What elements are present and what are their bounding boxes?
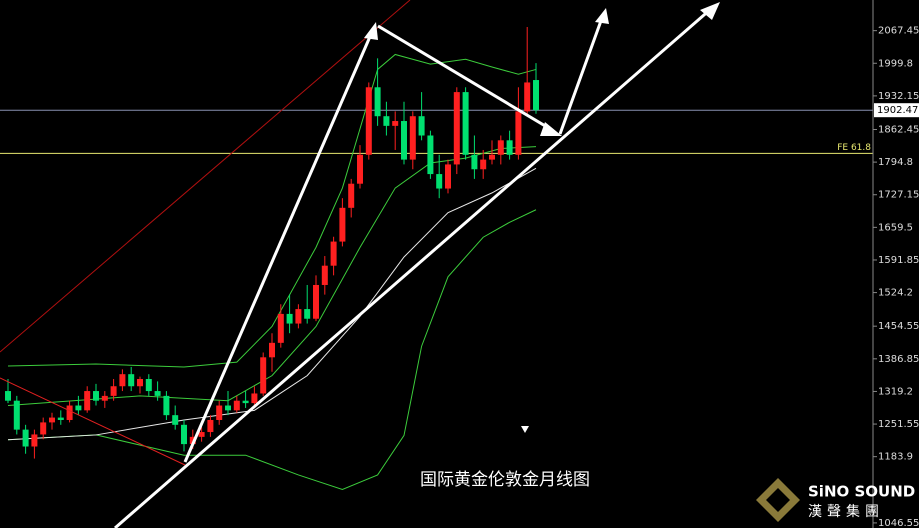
y-tick-label: 1727.15 [878, 190, 919, 201]
y-tick-label: 1932.15 [878, 91, 919, 102]
channel-line [0, 377, 186, 466]
logo-mark [766, 488, 790, 512]
candle-body [137, 379, 143, 387]
annotations [0, 0, 720, 528]
reference-label: FE 61.8 [837, 143, 871, 153]
candle-body [154, 391, 161, 396]
candle-body [453, 92, 460, 165]
candle-body [84, 391, 91, 411]
candle-body [357, 154, 363, 184]
candle-body [260, 357, 267, 394]
candle-body [75, 405, 82, 411]
y-tick-label: 2067.45 [878, 26, 919, 37]
trend-arrow [377, 24, 553, 132]
candle-body [31, 434, 38, 447]
candle-body [321, 265, 328, 285]
candle-body [533, 80, 539, 111]
candle-body [93, 391, 99, 401]
candle-body [348, 183, 355, 208]
candle-body [5, 391, 11, 401]
channel-line [0, 0, 411, 353]
candle-body [409, 116, 416, 160]
candle-body [383, 116, 390, 126]
candle-body [251, 393, 258, 404]
candle-body [392, 121, 399, 126]
candle-body [304, 309, 311, 319]
y-tick-label: 1454.55 [878, 321, 919, 332]
candle-body [339, 207, 346, 242]
price-box [874, 103, 919, 118]
candle-body [277, 313, 284, 343]
candle-body [462, 92, 469, 155]
y-tick-label: 1999.8 [878, 58, 913, 69]
candle-body [295, 309, 302, 324]
candle-body [110, 386, 117, 396]
candle-body [163, 395, 170, 416]
current-price-label: 1902.47 [877, 105, 918, 116]
candle-body [66, 405, 73, 420]
arrow-head [364, 22, 378, 40]
y-tick-label: 1386.85 [878, 354, 919, 365]
y-tick-label: 1794.8 [878, 157, 913, 168]
candle-body [198, 432, 205, 437]
indicator-line [7, 53, 537, 368]
candle-body [242, 400, 249, 404]
candle-body [515, 111, 522, 155]
indicator-line [7, 209, 537, 490]
y-tick-label: 1591.85 [878, 255, 919, 266]
candle-body [286, 313, 293, 324]
candle-body [22, 429, 29, 447]
candle-body [172, 415, 179, 425]
candle-body [207, 419, 214, 433]
y-tick-label: 1524.2 [878, 288, 913, 299]
candle-body [181, 424, 187, 445]
arrow-head [595, 8, 609, 24]
candle-body [365, 87, 372, 155]
candle-body [49, 417, 55, 423]
candle-body [313, 284, 319, 319]
candle-body [418, 116, 425, 136]
arrow-head [700, 2, 720, 20]
y-tick-label: 1183.9 [878, 452, 913, 463]
candle-body [128, 374, 135, 387]
candle-body [57, 417, 64, 420]
candle-body [506, 140, 513, 155]
candle-body [374, 87, 381, 117]
candle-body [436, 174, 443, 189]
trend-arrow [114, 6, 713, 528]
candle-body [101, 395, 108, 401]
logo: SiNO SOUND 漢聲集團 [756, 478, 915, 522]
y-tick-label: 1251.55 [878, 419, 919, 430]
candle-body [497, 140, 504, 155]
y-tick-label: 1862.45 [878, 124, 919, 135]
trend-arrow [183, 31, 374, 463]
candle-body [445, 164, 451, 189]
candle-body [330, 241, 337, 266]
candle-body [145, 379, 152, 392]
candle-body [480, 159, 487, 170]
candle-body [427, 135, 434, 175]
candle-body [216, 405, 223, 420]
chart-title: 国际黄金伦敦金月线图 [420, 470, 590, 490]
candle-body [233, 400, 240, 411]
logo-subtitle: 漢聲集團 [808, 503, 884, 520]
candle-body [40, 422, 47, 435]
trend-arrow [558, 17, 604, 135]
candle-body [524, 82, 531, 112]
indicator-line [7, 167, 537, 441]
candle-body [401, 121, 407, 160]
y-tick-label: 1319.2 [878, 386, 913, 397]
y-tick-label: 1659.5 [878, 222, 913, 233]
arrow-head [540, 122, 562, 136]
candle-body [489, 154, 495, 160]
candle-body [225, 405, 231, 411]
logo-name: SiNO SOUND [808, 483, 915, 501]
candle-body [471, 154, 478, 170]
candle-body [269, 342, 275, 358]
candle-body [119, 374, 126, 387]
candle-body [13, 400, 20, 430]
marker [521, 426, 529, 433]
y-tick-label: 1046.55 [878, 518, 919, 528]
